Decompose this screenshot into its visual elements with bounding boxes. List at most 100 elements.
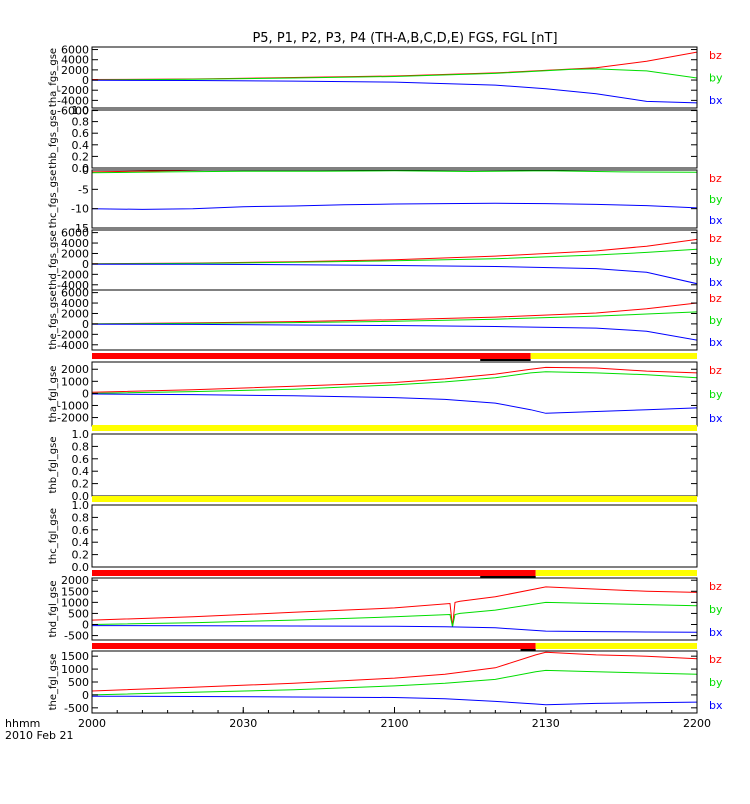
legend-label-by: by [709, 193, 723, 206]
x-axis-label: hhmm [5, 717, 40, 730]
series-line-by [92, 170, 697, 174]
panel-8: 1.00.80.60.40.20.0 thc_fgl_gse [48, 496, 698, 574]
y-tick-label: -2000 [57, 84, 89, 97]
y-axis-label: thb_fgl_gse [48, 437, 59, 494]
y-tick-label: -500 [64, 702, 89, 715]
legend-label-bx: bx [709, 94, 723, 107]
y-axis-label: tha_fgs_gse [48, 48, 59, 107]
legend-label-by: by [709, 314, 723, 327]
y-tick-label: 0 [82, 689, 89, 702]
x-tick-label: 2000 [78, 717, 106, 730]
series-line-by [92, 248, 697, 265]
series-line-by [92, 311, 697, 325]
series-line-bz [92, 51, 697, 80]
y-tick-label: -2000 [57, 412, 89, 425]
y-tick-label: 0.2 [72, 549, 90, 562]
y-tick-label: 1000 [61, 663, 89, 676]
y-tick-label: 0.2 [72, 478, 90, 491]
y-tick-label: 2000 [61, 247, 89, 260]
status-bar-segment [535, 570, 697, 576]
y-tick-label: 2000 [61, 307, 89, 320]
y-tick-label: 1500 [61, 650, 89, 663]
y-tick-label: 0.8 [72, 116, 90, 129]
x-tick-label: 2100 [381, 717, 409, 730]
y-tick-label: 0.6 [72, 127, 90, 140]
panel-7: 1.00.80.60.40.20.0 thb_fgl_gse [48, 425, 698, 503]
series-line-by [92, 68, 697, 81]
y-tick-label: 6000 [61, 227, 89, 240]
status-bar-segment [92, 425, 697, 431]
y-tick-label: -6000 [57, 105, 89, 118]
x-axis: 2000 2030 2100 2130 2200 [78, 707, 711, 730]
y-tick-label: 500 [68, 676, 89, 689]
series-line-bx [92, 79, 697, 104]
y-tick-label: 1000 [61, 375, 89, 388]
series-line-by [92, 371, 697, 394]
y-tick-label: 0.0 [72, 162, 90, 175]
y-axis-label: tha_fgl_gse [48, 366, 59, 423]
y-tick-label: -4000 [57, 94, 89, 107]
y-tick-label: 4000 [61, 237, 89, 250]
y-tick-label: 0.4 [72, 465, 90, 478]
y-tick-label: -10 [71, 203, 89, 216]
legend-label-bx: bx [709, 412, 723, 425]
y-tick-label: 0 [82, 164, 89, 177]
y-tick-label: 500 [68, 607, 89, 620]
y-axis-label: thd_fgl_gse [48, 581, 59, 638]
y-axis-label: thb_fgs_gse [48, 109, 59, 168]
y-tick-label: 2000 [61, 64, 89, 77]
legend-label-bx: bx [709, 626, 723, 639]
panel-frame [91, 169, 698, 229]
y-tick-label: 2000 [61, 574, 89, 587]
x-tick-label: 2030 [229, 717, 257, 730]
legend-label-bz: bz [709, 580, 722, 593]
status-bar-marker [480, 576, 536, 578]
y-tick-label: -1000 [57, 399, 89, 412]
series-line-bz [92, 366, 697, 393]
panel-frame [91, 109, 698, 169]
y-tick-label: 0.6 [72, 524, 90, 537]
y-tick-label: 1500 [61, 585, 89, 598]
y-tick-label: 0.8 [72, 440, 90, 453]
y-tick-label: 0.4 [72, 139, 90, 152]
y-tick-label: -4000 [57, 339, 89, 352]
legend-label-bz: bz [709, 172, 722, 185]
legend-label-bx: bx [709, 214, 723, 227]
status-bar-segment [92, 570, 536, 576]
status-bar-segment [92, 643, 536, 649]
legend-label-bz: bz [709, 653, 722, 666]
y-tick-label: 0 [82, 387, 89, 400]
y-tick-label: 4000 [61, 297, 89, 310]
series-line-bx [92, 695, 697, 706]
y-tick-label: 0 [82, 318, 89, 331]
y-tick-label: -15 [71, 222, 89, 235]
x-tick-label: 2200 [683, 717, 711, 730]
series-line-bz [92, 238, 697, 265]
y-axis-label: the_fgl_gse [48, 654, 59, 711]
legend-label-by: by [709, 603, 723, 616]
panel-2: 1.00.80.60.40.20.0 thb_fgs_gse [48, 104, 698, 175]
y-tick-label: 4000 [61, 54, 89, 67]
y-tick-label: 0.0 [72, 561, 90, 574]
panel-frame [91, 433, 698, 497]
status-bar-marker [520, 649, 536, 651]
y-tick-label: -2000 [57, 268, 89, 281]
panel-frame [91, 289, 698, 351]
y-tick-label: -500 [64, 630, 89, 643]
legend-label-bx: bx [709, 336, 723, 349]
panel-3: 0 -5 -10 -15 thc_fgs_gse bz by bx [48, 164, 723, 235]
y-axis-label: the_fgs_gse [48, 290, 59, 349]
status-bar-segment [92, 496, 697, 502]
chart-title: P5, P1, P2, P3, P4 (TH-A,B,C,D,E) FGS, F… [252, 31, 557, 46]
y-tick-label: 2000 [61, 363, 89, 376]
panel-frame [91, 504, 698, 568]
series-line-bx [92, 625, 697, 633]
legend-label-bx: bx [709, 276, 723, 289]
